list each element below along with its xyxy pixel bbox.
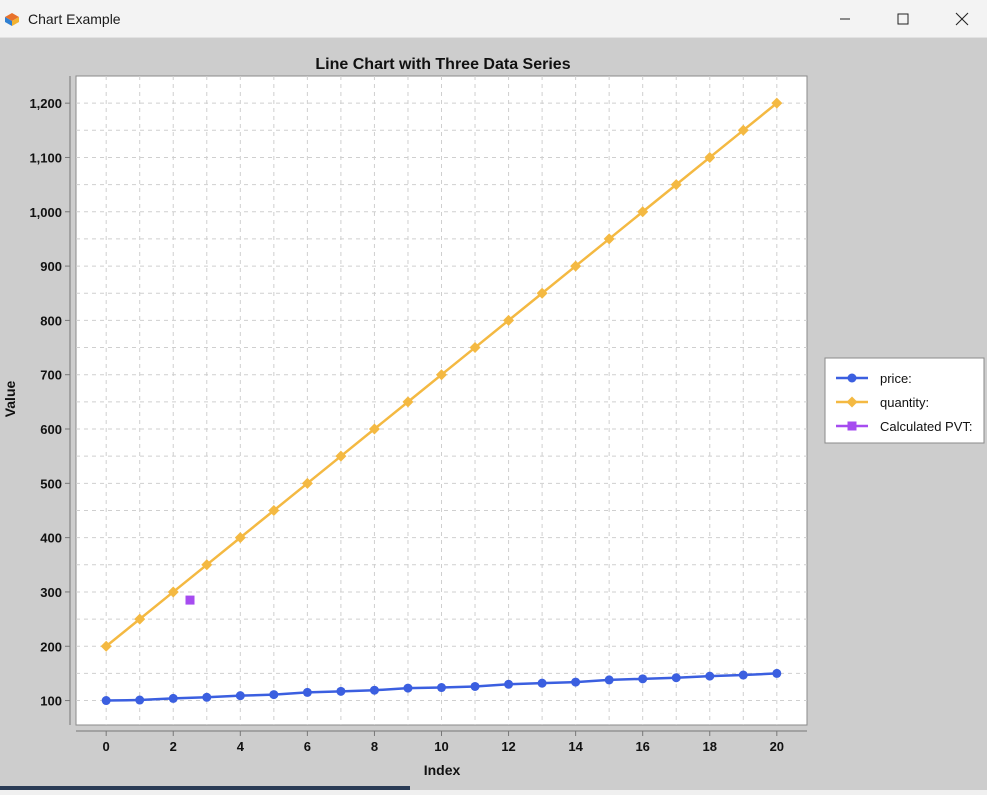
series-2 <box>100 97 783 652</box>
legend-label: quantity: <box>880 395 929 410</box>
y-axis-label: Value <box>2 381 18 418</box>
data-point <box>168 693 178 703</box>
y-tick-label: 300 <box>40 585 62 600</box>
data-point <box>604 675 614 685</box>
x-tick-label: 18 <box>703 739 717 754</box>
data-point <box>537 678 547 688</box>
data-point <box>704 151 716 163</box>
y-tick-label: 500 <box>40 476 62 491</box>
data-point <box>738 670 748 680</box>
data-point <box>436 369 447 381</box>
data-point <box>771 97 783 109</box>
data-point <box>536 287 548 299</box>
data-point <box>571 677 581 687</box>
data-point <box>504 679 514 689</box>
y-tick-label: 1,200 <box>29 96 62 111</box>
data-point <box>570 260 582 272</box>
data-point <box>437 683 446 693</box>
x-tick-label: 2 <box>170 739 177 754</box>
data-point <box>403 683 413 693</box>
data-point <box>368 423 380 435</box>
legend-item: quantity: <box>836 395 929 410</box>
chart-title: Line Chart with Three Data Series <box>315 56 570 73</box>
x-tick-label: 6 <box>304 739 311 754</box>
close-button[interactable] <box>939 0 985 38</box>
data-point <box>402 396 414 408</box>
data-point <box>134 613 146 625</box>
data-point <box>671 673 681 683</box>
legend: price: quantity: Calculated PVT: <box>824 357 985 444</box>
x-tick-label: 8 <box>371 739 378 754</box>
x-tick-label: 14 <box>568 739 583 754</box>
y-tick-label: 1,100 <box>29 150 62 165</box>
y-tick-label: 200 <box>40 639 62 654</box>
y-tick-label: 100 <box>40 694 62 709</box>
x-tick-label: 20 <box>770 739 784 754</box>
x-axis-label: Index <box>424 762 461 778</box>
window-titlebar: Chart Example <box>0 0 987 38</box>
maximize-button[interactable] <box>880 0 926 38</box>
data-point <box>637 206 649 218</box>
series-3 <box>185 595 195 605</box>
data-point <box>670 179 682 191</box>
close-icon <box>955 12 969 26</box>
legend-swatch-marker <box>847 373 857 383</box>
y-tick-label: 800 <box>40 313 62 328</box>
data-point <box>268 504 280 516</box>
legend-swatch-marker <box>847 421 857 431</box>
data-point <box>201 559 213 571</box>
y-tick-label: 400 <box>40 531 62 546</box>
legend-item: Calculated PVT: <box>836 419 973 434</box>
legend-item: price: <box>836 371 912 386</box>
legend-label: price: <box>880 371 912 386</box>
taskbar-strip <box>0 786 410 790</box>
minimize-button[interactable] <box>822 0 868 38</box>
data-point <box>202 692 212 702</box>
data-point <box>336 686 346 696</box>
legend-label: Calculated PVT: <box>880 419 973 434</box>
data-point <box>301 477 313 489</box>
maximize-icon <box>897 13 909 25</box>
grid-lines <box>76 76 807 725</box>
legend-swatch-marker <box>846 396 858 408</box>
data-point <box>737 124 749 136</box>
data-point <box>185 595 195 605</box>
y-tick-label: 600 <box>40 422 62 437</box>
x-tick-label: 4 <box>237 739 245 754</box>
data-point <box>772 668 782 678</box>
data-point <box>705 671 715 681</box>
legend-items: price: quantity: Calculated PVT: <box>836 371 973 434</box>
x-tick-labels: 0 2 4 6 8 10 12 14 16 18 20 <box>103 731 784 754</box>
java-cup-icon <box>5 13 19 26</box>
y-tick-label: 1,000 <box>29 205 62 220</box>
line-chart: Line Chart with Three Data Series 100200… <box>2 56 985 778</box>
y-tick-labels: 100 200 300 400 500 600 700 800 900 1,000 1,100 1,2… <box>29 96 70 709</box>
x-tick-label: 12 <box>501 739 515 754</box>
data-point <box>100 640 112 652</box>
series-group <box>100 97 783 706</box>
x-tick-label: 16 <box>635 739 649 754</box>
data-point <box>603 233 615 245</box>
data-point <box>470 681 480 691</box>
data-point <box>269 690 279 700</box>
x-tick-label: 0 <box>103 739 110 754</box>
data-point <box>469 342 481 354</box>
data-point <box>234 532 246 544</box>
data-point <box>638 674 648 684</box>
data-point <box>302 687 312 697</box>
data-point <box>335 450 347 462</box>
data-point <box>235 691 245 701</box>
data-point <box>101 696 111 706</box>
window-title: Chart Example <box>28 11 121 27</box>
data-point <box>135 695 145 705</box>
chart-panel: Line Chart with Three Data Series 100 200… <box>0 38 987 790</box>
y-tick-label: 900 <box>40 259 62 274</box>
data-point <box>503 314 515 326</box>
series-1 <box>101 668 782 706</box>
minimize-icon <box>840 18 850 20</box>
data-point <box>369 685 379 695</box>
x-tick-label: 10 <box>434 739 448 754</box>
data-point <box>167 586 179 598</box>
y-tick-label: 700 <box>40 368 62 383</box>
